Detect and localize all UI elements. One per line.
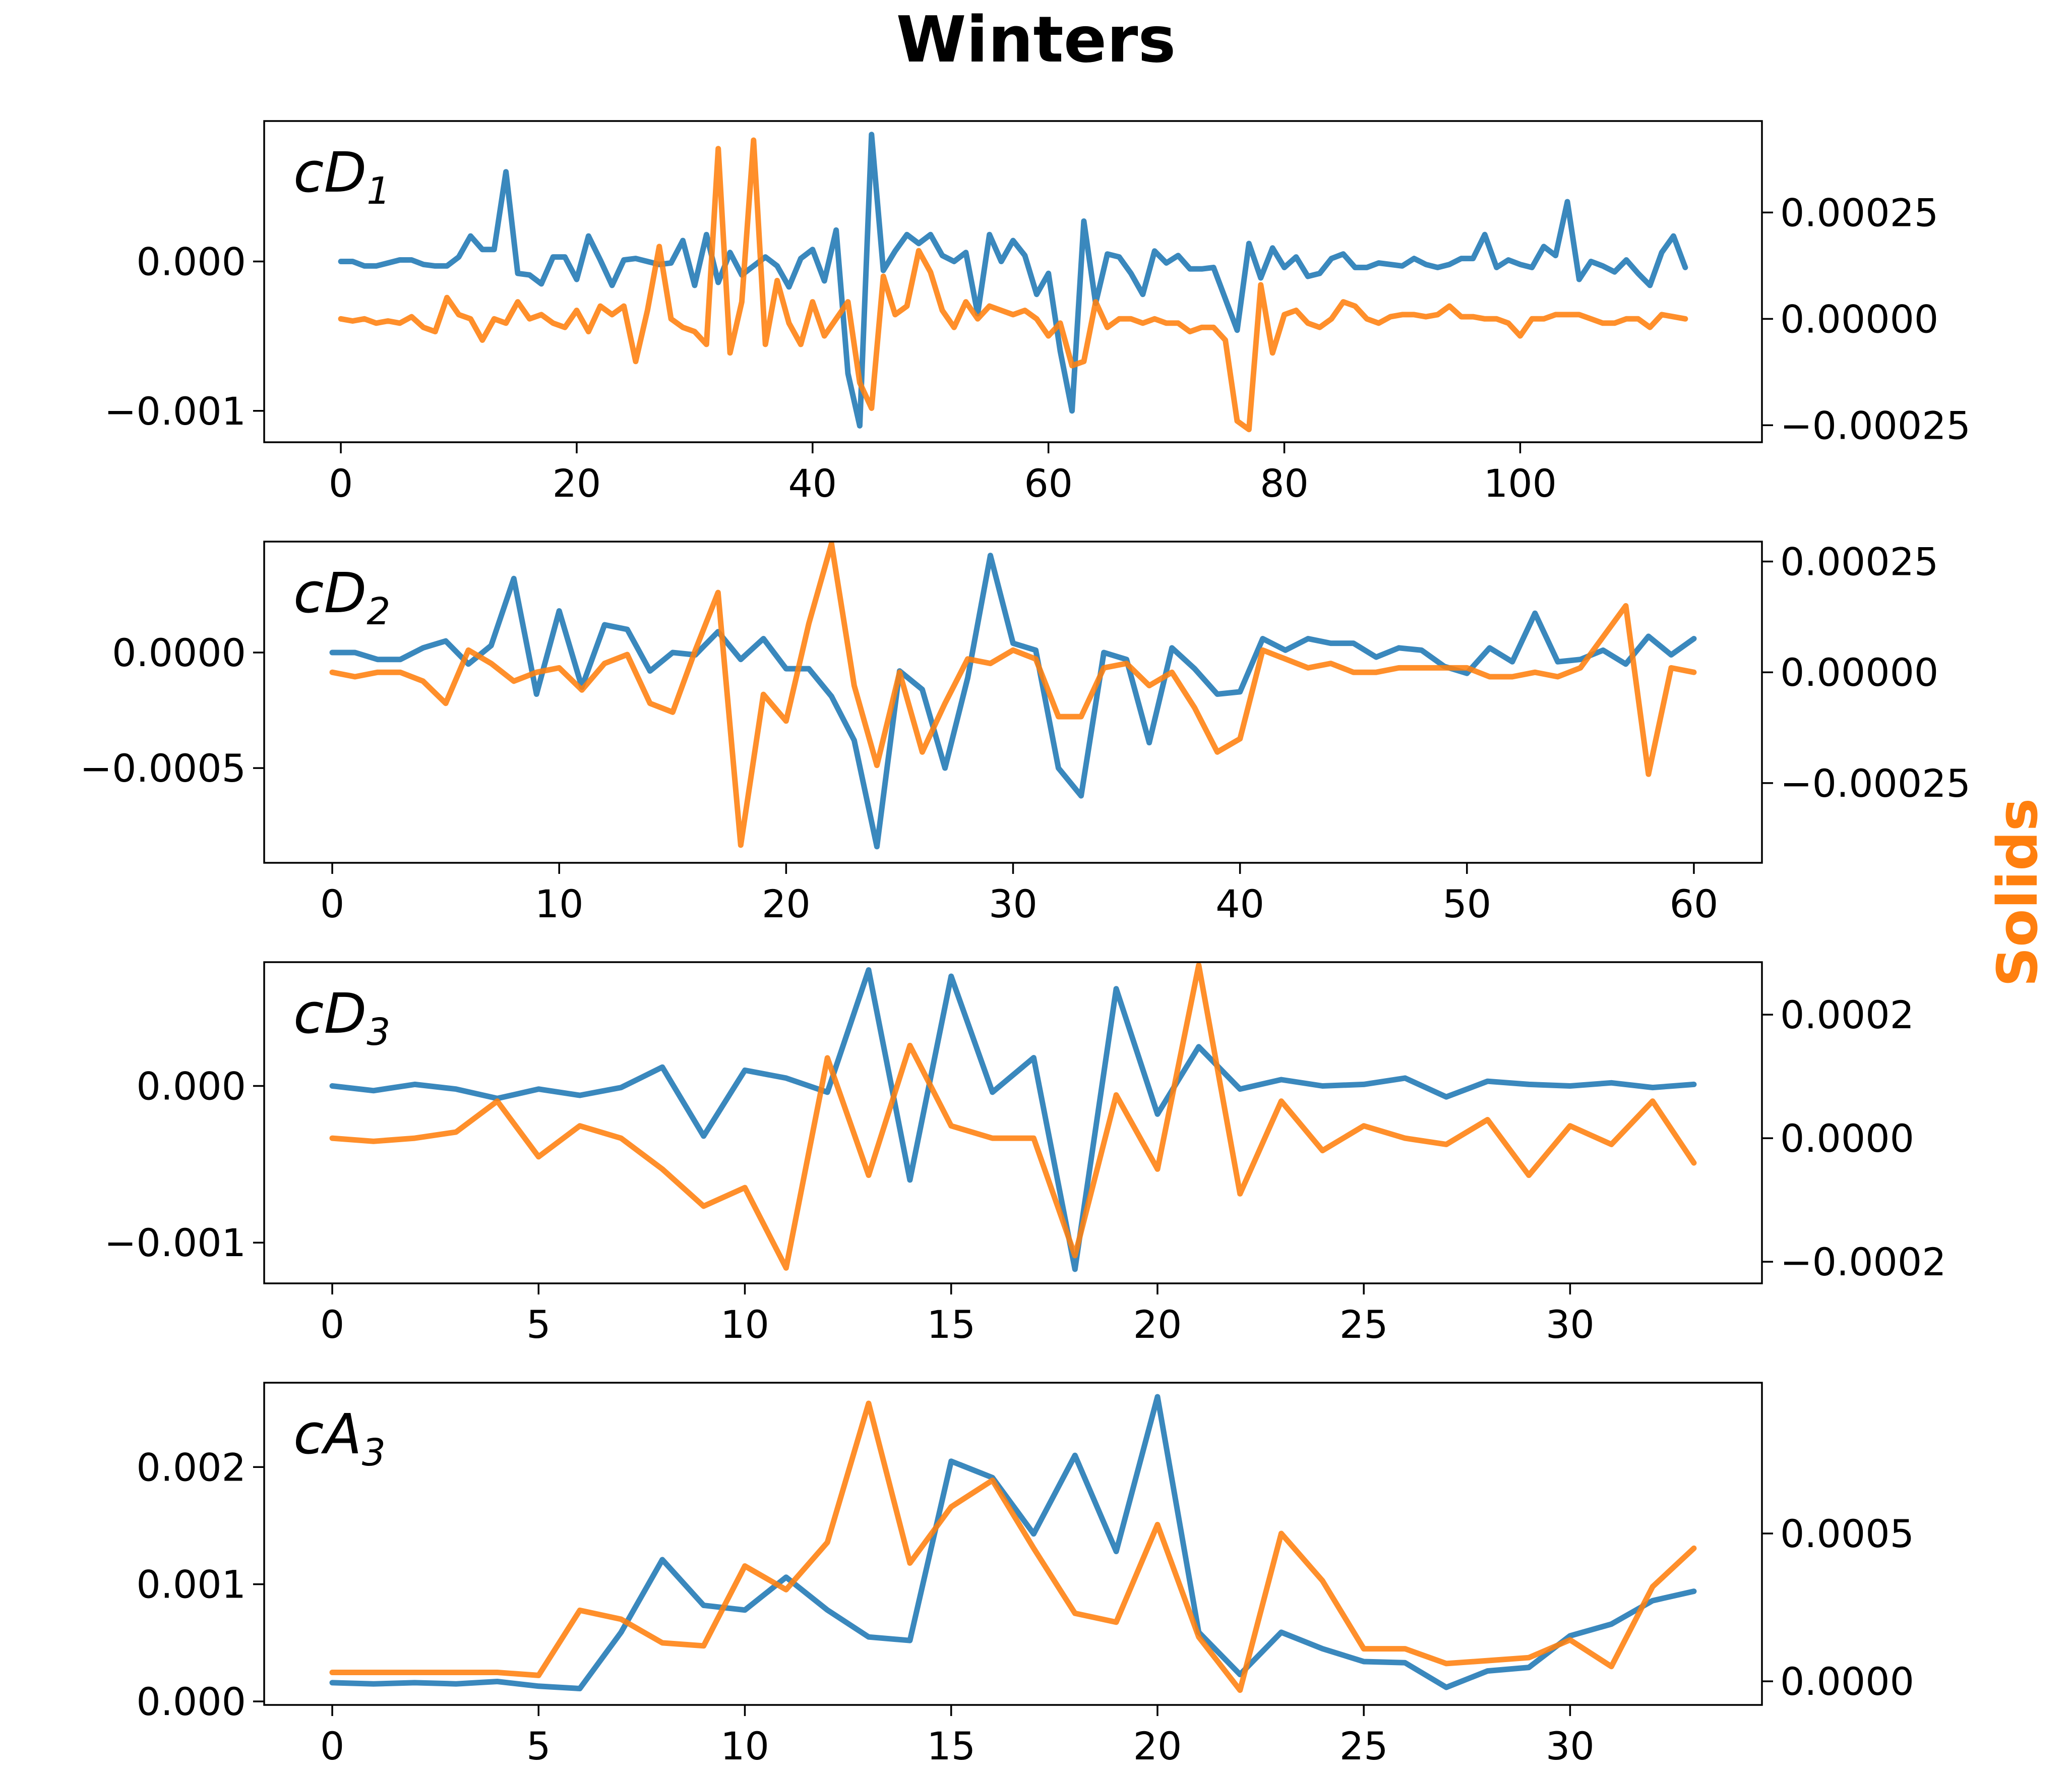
x-tick-label: 10 — [720, 1302, 769, 1347]
subplot-1: 0 20 40 60 80 100 −0.001 0.000 −0.00025 0.00000 0.… — [104, 120, 1971, 506]
panel-label: cD2 — [293, 561, 390, 633]
y2-tick-label: −0.00025 — [1780, 761, 1971, 806]
x-tick-label: 100 — [1484, 461, 1557, 506]
x-tick-label: 0 — [320, 881, 344, 926]
y-tick-label: 0.001 — [136, 1562, 246, 1607]
y-tick-label: 0.000 — [136, 240, 246, 284]
x-tick-label: 30 — [1546, 1302, 1595, 1347]
y2-tick-label: 0.0000 — [1780, 1659, 1914, 1704]
series-line-primary — [329, 553, 1697, 850]
subplot-2: 0 10 20 30 40 50 60 −0.0005 0.0000 −0.00025 0.0000… — [80, 540, 1971, 926]
x-tick-label: 0 — [320, 1724, 344, 1768]
y-tick-label: −0.0005 — [80, 746, 246, 791]
x-tick-label: 50 — [1442, 881, 1491, 926]
panel-label-subscript: 2 — [367, 590, 390, 633]
y-tick-label: 0.0000 — [112, 630, 246, 675]
axes-frame — [263, 1382, 1763, 1706]
y2-tick-label: 0.00025 — [1780, 190, 1938, 235]
x-tick-label: 60 — [1670, 881, 1719, 926]
series-line-secondary — [329, 1400, 1697, 1693]
panel-label-main: cD — [293, 140, 367, 205]
panel-label-subscript: 1 — [367, 169, 390, 213]
x-tick-label: 25 — [1339, 1302, 1388, 1347]
series-line-primary — [329, 1394, 1697, 1691]
y2-tick-label: −0.00025 — [1780, 403, 1971, 448]
x-tick-label: 0 — [329, 461, 353, 506]
x-tick-label: 30 — [989, 881, 1038, 926]
panel-label: cD3 — [293, 981, 390, 1054]
panel-label-main: cD — [293, 561, 367, 625]
x-tick-label: 5 — [526, 1724, 551, 1768]
panel-label-main: cA — [293, 1402, 362, 1466]
x-tick-label: 15 — [927, 1302, 976, 1347]
series-line-secondary — [329, 541, 1697, 848]
y2-tick-label: 0.0002 — [1780, 992, 1914, 1037]
subplot-group: 0 20 40 60 80 100−0.0010.000−0.000250.000000.… — [80, 120, 1971, 1768]
y-tick-label: −0.001 — [104, 1220, 246, 1265]
axes-frame — [263, 961, 1763, 1284]
x-tick-label: 20 — [762, 881, 811, 926]
figure-title: Winters — [896, 3, 1176, 77]
panel-label-subscript: 3 — [367, 1011, 390, 1054]
subplot-3: 0 5 10 15 20 25 30 −0.001 0.000 −0.0002 0.0000 0.00… — [104, 961, 1946, 1347]
x-tick-label: 20 — [1133, 1724, 1182, 1768]
x-tick-label: 10 — [720, 1724, 769, 1768]
x-tick-label: 60 — [1024, 461, 1073, 506]
x-tick-label: 5 — [526, 1302, 551, 1347]
series-line-primary — [338, 132, 1688, 429]
panel-label-main: cD — [293, 981, 367, 1046]
subplot-4: 0 5 10 15 20 25 30 0.000 0.001 0.002 0.0000 0.0005 c… — [136, 1382, 1914, 1768]
x-tick-label: 25 — [1339, 1724, 1388, 1768]
axes-frame — [263, 120, 1763, 443]
y2-tick-label: 0.0000 — [1780, 1116, 1914, 1161]
x-tick-label: 80 — [1260, 461, 1309, 506]
y2-tick-label: 0.00025 — [1780, 540, 1938, 584]
y2-tick-label: −0.0002 — [1780, 1239, 1946, 1284]
x-tick-label: 30 — [1546, 1724, 1595, 1768]
panel-label: cA3 — [293, 1402, 386, 1474]
x-tick-label: 0 — [320, 1302, 344, 1347]
y-tick-label: 0.000 — [136, 1679, 246, 1724]
x-tick-label: 20 — [553, 461, 601, 506]
y2-tick-label: 0.00000 — [1780, 650, 1938, 695]
series-line-secondary — [329, 962, 1697, 1271]
x-tick-label: 20 — [1133, 1302, 1182, 1347]
series-line-primary — [329, 967, 1697, 1272]
right-y-axis-label: Solids — [1985, 798, 2050, 987]
series-line-secondary — [338, 137, 1688, 433]
x-tick-label: 15 — [927, 1724, 976, 1768]
axes-frame — [263, 541, 1763, 864]
x-tick-label: 10 — [535, 881, 584, 926]
y2-tick-label: 0.0005 — [1780, 1511, 1914, 1556]
x-tick-label: 40 — [1215, 881, 1264, 926]
y-tick-label: −0.001 — [104, 389, 246, 434]
y2-tick-label: 0.00000 — [1780, 297, 1938, 341]
y-tick-label: 0.002 — [136, 1445, 246, 1490]
panel-label: cD1 — [293, 140, 390, 213]
y-tick-label: 0.000 — [136, 1064, 246, 1108]
panel-label-subscript: 3 — [362, 1431, 386, 1474]
x-tick-label: 40 — [788, 461, 837, 506]
